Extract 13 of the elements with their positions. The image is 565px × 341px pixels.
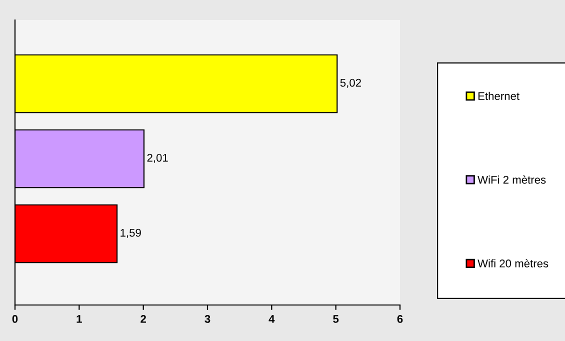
legend-label: WiFi 2 mètres (478, 175, 546, 184)
x-tick-label: 3 (204, 315, 210, 323)
data-label: 1,59 (120, 228, 141, 238)
data-label: 5,02 (340, 78, 361, 88)
x-tick-label: 4 (268, 315, 275, 323)
data-label: 2,01 (147, 154, 168, 164)
x-tick-label: 5 (333, 315, 339, 323)
x-tick-label: 6 (397, 315, 403, 323)
legend-label: Wifi 20 mètres (478, 259, 548, 268)
legend-label: Ethernet (478, 92, 520, 100)
x-tick-label: 2 (140, 315, 146, 323)
x-tick-label: 0 (12, 315, 18, 323)
x-tick-label: 1 (76, 315, 82, 323)
